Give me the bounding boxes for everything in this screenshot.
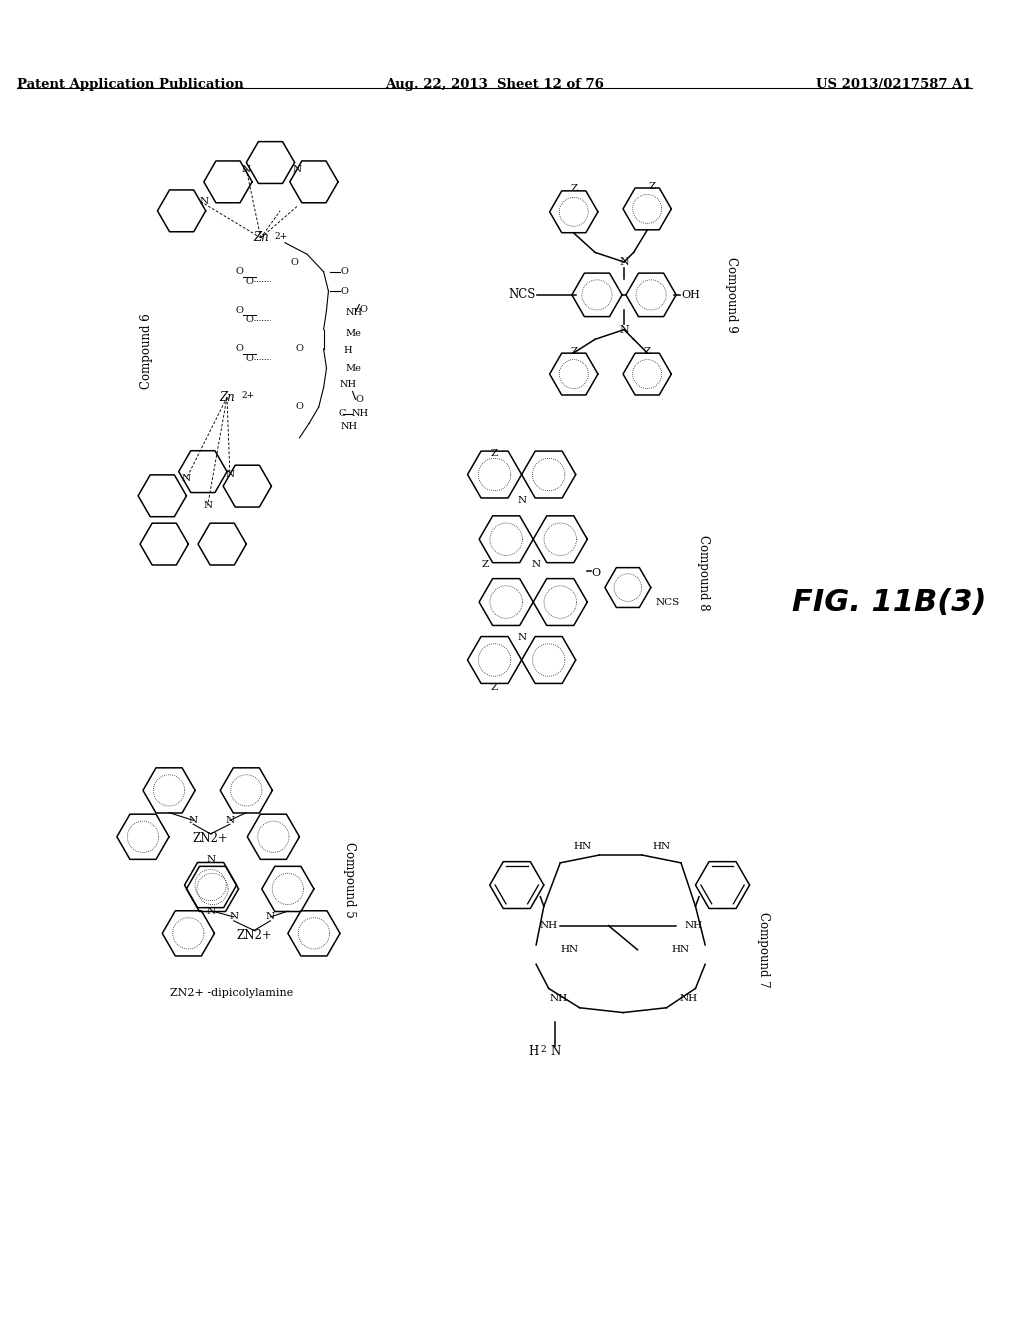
Text: C: C	[338, 409, 345, 418]
Text: N: N	[293, 165, 302, 174]
Text: O: O	[340, 267, 348, 276]
Text: N: N	[517, 496, 526, 506]
Text: ZN2+: ZN2+	[237, 929, 272, 941]
Text: NH: NH	[684, 921, 702, 931]
Text: HN: HN	[672, 945, 690, 954]
Text: NCS: NCS	[656, 598, 680, 607]
Text: NH: NH	[549, 994, 567, 1003]
Text: O: O	[236, 345, 244, 354]
Text: Zn: Zn	[219, 391, 234, 404]
Text: O: O	[340, 286, 348, 296]
Text: NCS: NCS	[509, 288, 537, 301]
Text: HN: HN	[652, 842, 671, 851]
Text: 2+: 2+	[274, 232, 288, 242]
Text: US 2013/0217587 A1: US 2013/0217587 A1	[816, 78, 972, 91]
Text: O: O	[246, 315, 253, 325]
Text: Z: Z	[490, 449, 499, 458]
Text: Z: Z	[570, 183, 578, 193]
Text: Z: Z	[490, 684, 499, 692]
Text: 2+: 2+	[242, 392, 255, 400]
Text: NH: NH	[351, 409, 369, 418]
Text: N: N	[203, 502, 212, 510]
Text: NH: NH	[341, 421, 358, 430]
Text: O: O	[591, 568, 600, 578]
Text: O: O	[246, 277, 253, 286]
Text: Z: Z	[570, 347, 578, 356]
Text: O: O	[236, 267, 244, 276]
Text: Compound 7: Compound 7	[757, 912, 770, 987]
Text: N: N	[551, 1044, 561, 1057]
Text: FIG. 11B(3): FIG. 11B(3)	[793, 587, 986, 616]
Text: Me: Me	[346, 329, 361, 338]
Text: Z: Z	[481, 560, 488, 569]
Text: N: N	[229, 912, 239, 921]
Text: N: N	[182, 474, 191, 483]
Text: Me: Me	[346, 364, 361, 372]
Text: N: N	[242, 165, 251, 174]
Text: NH: NH	[680, 994, 697, 1003]
Text: Z: Z	[648, 182, 655, 191]
Text: O: O	[246, 354, 253, 363]
Text: Compound 6: Compound 6	[140, 313, 154, 389]
Text: 2: 2	[541, 1045, 547, 1055]
Text: Compound 9: Compound 9	[725, 257, 737, 333]
Text: Zn: Zn	[253, 231, 268, 244]
Text: H: H	[528, 1044, 539, 1057]
Text: O: O	[236, 306, 244, 315]
Text: N: N	[266, 912, 275, 921]
Text: NH: NH	[340, 380, 357, 389]
Text: NH: NH	[540, 921, 558, 931]
Text: N: N	[531, 560, 541, 569]
Text: N: N	[620, 257, 629, 267]
Text: O: O	[355, 395, 364, 404]
Text: N: N	[200, 197, 209, 206]
Text: N: N	[225, 470, 234, 479]
Text: HN: HN	[573, 842, 592, 851]
Text: OH: OH	[681, 290, 699, 300]
Text: ZN2+ -dipicolylamine: ZN2+ -dipicolylamine	[170, 989, 294, 998]
Text: N: N	[206, 907, 215, 916]
Text: ZN2+: ZN2+	[193, 832, 228, 845]
Text: Patent Application Publication: Patent Application Publication	[17, 78, 244, 91]
Text: Compound 8: Compound 8	[696, 535, 710, 611]
Text: HN: HN	[561, 945, 579, 954]
Text: N: N	[188, 816, 198, 825]
Text: N: N	[620, 325, 629, 335]
Text: O: O	[296, 403, 303, 412]
Text: O: O	[359, 305, 368, 314]
Text: O: O	[296, 345, 303, 354]
Text: NH: NH	[346, 308, 362, 317]
Text: Compound 5: Compound 5	[343, 842, 356, 919]
Text: Aug. 22, 2013  Sheet 12 of 76: Aug. 22, 2013 Sheet 12 of 76	[385, 78, 604, 91]
Text: N: N	[225, 816, 234, 825]
Text: H: H	[343, 346, 351, 355]
Text: N: N	[206, 855, 215, 865]
Text: N: N	[517, 634, 526, 643]
Text: O: O	[291, 257, 299, 267]
Text: Z: Z	[643, 347, 651, 356]
